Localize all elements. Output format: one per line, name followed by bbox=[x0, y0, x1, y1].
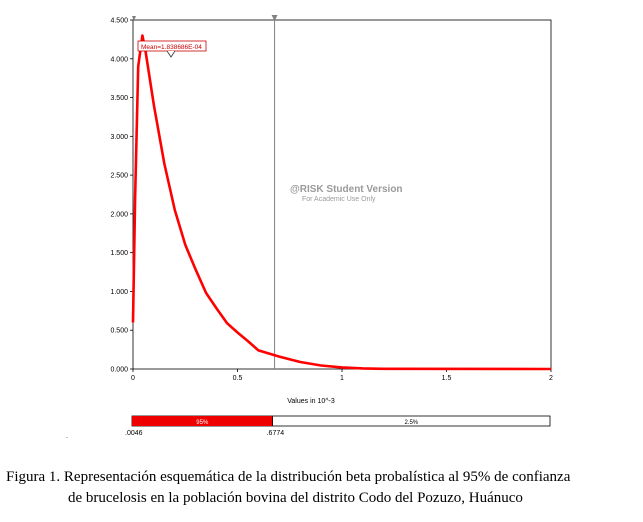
data-point bbox=[362, 367, 364, 369]
data-point bbox=[132, 321, 134, 324]
data-point bbox=[141, 34, 144, 37]
watermark-subtitle: For Academic Use Only bbox=[302, 196, 376, 203]
data-point bbox=[320, 364, 322, 367]
x-tick-label: 2 bbox=[549, 375, 553, 382]
probability-left-percent: 95% bbox=[196, 420, 209, 426]
data-point bbox=[134, 197, 136, 199]
y-tick-label: 1.500 bbox=[110, 250, 128, 257]
figure-caption: Figura 1. Representación esquemática de … bbox=[6, 467, 638, 509]
y-tick-label: 2.500 bbox=[110, 173, 128, 180]
data-point bbox=[257, 349, 259, 351]
stray-mark: . bbox=[66, 433, 68, 440]
mean-marker-pointer bbox=[166, 50, 176, 58]
x-axis: 0 0.5 1 1.5 2 bbox=[131, 369, 553, 382]
probability-bar-fill bbox=[132, 416, 273, 426]
data-point bbox=[341, 366, 343, 369]
probability-left-value: .0046 bbox=[125, 430, 143, 437]
data-point bbox=[216, 307, 218, 310]
watermark-title: @RISK Student Version bbox=[290, 184, 403, 195]
data-point bbox=[247, 340, 249, 342]
data-point bbox=[163, 162, 165, 165]
y-tick-label: 4.500 bbox=[110, 18, 128, 25]
chart: 0.000 0.500 1.000 1.500 2.000 2.500 3.000 3.500… bbox=[66, 15, 553, 440]
data-point bbox=[153, 104, 155, 106]
mean-marker-label: Mean=1.838686E-04 bbox=[141, 44, 202, 51]
data-point bbox=[236, 331, 239, 334]
y-axis-label bbox=[75, 196, 82, 198]
data-point bbox=[184, 244, 186, 246]
y-tick-label: 2.000 bbox=[110, 211, 128, 218]
y-tick-label: 3.500 bbox=[110, 95, 128, 102]
x-tick-label: 1 bbox=[340, 375, 344, 382]
data-point bbox=[205, 292, 207, 294]
probability-right-percent: 2.5% bbox=[404, 420, 418, 426]
left-cursor-handle[interactable] bbox=[131, 16, 136, 21]
plot-area bbox=[132, 19, 552, 370]
y-tick-label: 4.000 bbox=[110, 56, 128, 63]
x-tick-label: 0.5 bbox=[233, 375, 243, 382]
data-point bbox=[383, 368, 385, 370]
y-tick-label: 3.000 bbox=[110, 134, 128, 141]
data-point bbox=[195, 269, 197, 271]
data-point bbox=[226, 322, 228, 324]
x-axis-label: Values in 10^-3 bbox=[287, 398, 335, 405]
x-tick-label: 1.5 bbox=[442, 375, 452, 382]
y-tick-label: 1.000 bbox=[110, 289, 128, 296]
caption-line-1: Figura 1. Representación esquemática de … bbox=[6, 469, 571, 485]
y-axis: 0.000 0.500 1.000 1.500 2.000 2.500 3.000 3.500… bbox=[110, 18, 133, 374]
data-point bbox=[174, 209, 176, 211]
right-cursor-handle[interactable] bbox=[271, 15, 278, 21]
x-tick-label: 0 bbox=[131, 375, 135, 382]
probability-right-value: .6774 bbox=[267, 430, 285, 437]
y-tick-label: 0.000 bbox=[110, 367, 128, 374]
caption-line-2: de brucelosis en la población bovina del… bbox=[68, 490, 523, 506]
data-point bbox=[299, 361, 301, 363]
data-point bbox=[278, 355, 280, 358]
data-point bbox=[137, 65, 139, 68]
y-tick-label: 0.500 bbox=[110, 328, 128, 335]
